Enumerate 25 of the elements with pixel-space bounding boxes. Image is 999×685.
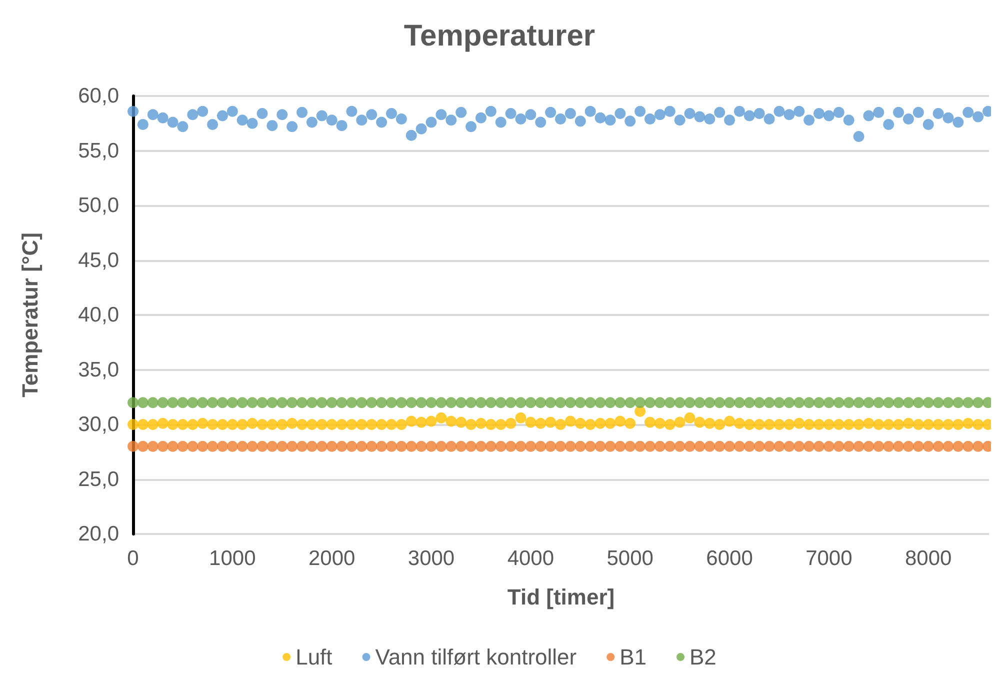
x-tick-label: 7000 [806, 547, 852, 570]
x-tick-label: 3000 [408, 547, 455, 570]
y-tick-label: 50,0 [78, 194, 119, 217]
y-tick-label: 35,0 [78, 358, 119, 382]
y-tick-label: 20,0 [78, 522, 119, 546]
legend-label: B2 [690, 644, 716, 670]
x-axis-title: Tid [timer] [507, 584, 615, 610]
y-axis-title: Temperatur [°C] [18, 232, 42, 398]
chart-title: Temperaturer [404, 20, 596, 52]
legend-label: Luft [296, 644, 332, 670]
y-tick-label: 30,0 [78, 413, 119, 436]
x-tick-label: 6000 [706, 547, 753, 570]
y-tick-label: 55,0 [78, 139, 119, 162]
y-tick-label: 25,0 [78, 468, 119, 491]
x-tick-label: 2000 [308, 547, 356, 570]
x-tick-label: 8000 [904, 547, 952, 570]
legend-label: Vann tilført kontroller [375, 644, 577, 670]
y-tick-label: 60,0 [78, 84, 119, 108]
x-tick-label: 4000 [507, 547, 554, 570]
x-tick-label: 0 [127, 547, 139, 570]
legend-label: B1 [620, 644, 647, 670]
y-tick-label: 40,0 [78, 304, 119, 326]
x-tick-label: 5000 [606, 547, 654, 570]
x-tick-label: 1000 [209, 547, 256, 570]
y-tick-label: 45,0 [78, 248, 119, 272]
